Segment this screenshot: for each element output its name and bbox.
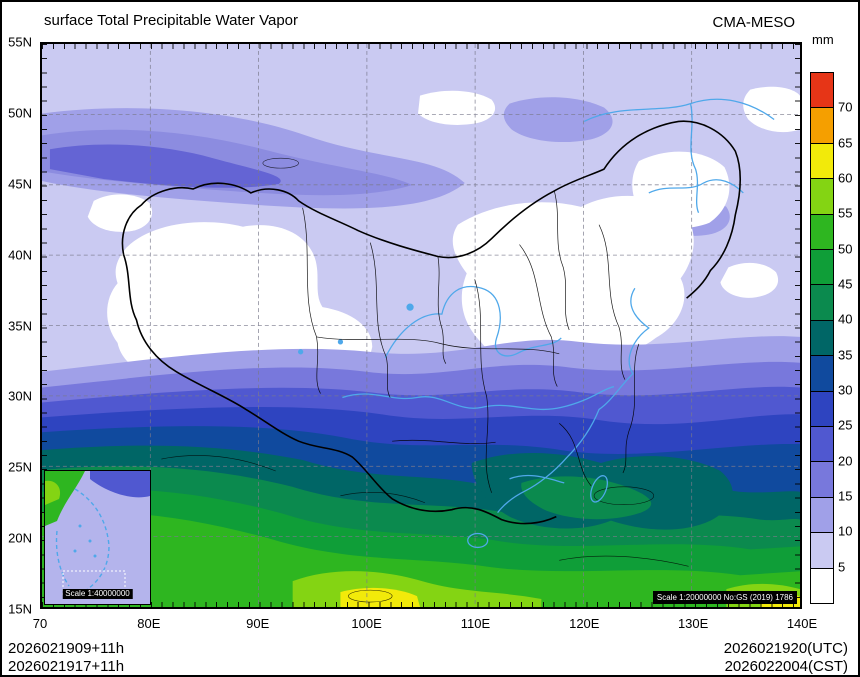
nine-dash-line — [55, 488, 110, 592]
lat-tick-label: 15N — [8, 601, 32, 617]
lat-tick-label: 30N — [8, 388, 32, 404]
colorbar-cell — [811, 179, 833, 215]
inset-scale-label: Scale 1:40000000 — [62, 589, 133, 599]
graticule — [42, 44, 800, 607]
lat-tick-label: 50N — [8, 105, 32, 121]
lon-tick-label: 130E — [677, 616, 709, 631]
colorbar-tick-label: 25 — [838, 417, 853, 433]
lat-tick-label: 55N — [8, 34, 32, 50]
rivers-and-coastline — [297, 98, 775, 549]
lat-tick-label: 20N — [8, 530, 32, 546]
lat-tick-label: 25N — [8, 459, 32, 475]
page-title: surface Total Precipitable Water Vapor — [44, 12, 299, 29]
lon-tick-label: 90E — [246, 616, 270, 631]
colorbar-tick-label: 55 — [838, 205, 853, 221]
colorbar-cell — [811, 214, 833, 251]
contour-lines — [161, 157, 689, 603]
footer-init-times: 2026021909+11h 2026021917+11h — [8, 640, 125, 675]
colorbar-cell — [811, 73, 833, 109]
inset-islands — [73, 524, 97, 558]
colorbar-cell — [811, 320, 833, 357]
map-plot-area: Scale 1:40000000 Scale 1:20000000 No:GS … — [40, 42, 802, 609]
colorbar-tick-label: 35 — [838, 347, 853, 363]
model-name: CMA-MESO — [712, 14, 796, 31]
lat-tick-label: 45N — [8, 176, 32, 192]
colorbar-tick-label: 45 — [838, 276, 853, 292]
colorbar-tick-label: 65 — [838, 135, 853, 151]
valid-time-utc: 2026021920(UTC) — [723, 640, 848, 657]
colorbar-tick-label: 10 — [838, 523, 853, 539]
footer-valid-times: 2026021920(UTC) 2026022004(CST) — [723, 640, 848, 675]
colorbar-cells — [810, 72, 834, 604]
colorbar-tick-label: 20 — [838, 453, 853, 469]
colorbar-cell — [811, 356, 833, 392]
colorbar-cell — [811, 391, 833, 428]
south-moisture-bands — [42, 336, 800, 607]
colorbar-cell — [811, 497, 833, 534]
china-pwv-map — [42, 44, 800, 607]
latitude-axis: 55N 50N 45N 40N 35N 30N 25N 20N 15N — [2, 35, 36, 617]
national-boundary — [121, 120, 742, 525]
lon-tick-label: 100E — [351, 616, 382, 631]
colorbar-cell — [811, 533, 833, 569]
lat-tick-label: 35N — [8, 318, 32, 333]
lon-tick-label: 80E — [137, 616, 161, 631]
north-moisture-band — [42, 97, 730, 236]
colorbar-tick-label: 50 — [838, 241, 853, 257]
colorbar-unit-label: mm — [812, 32, 834, 47]
lat-tick-label: 40N — [8, 247, 32, 263]
colorbar-cell — [811, 143, 833, 180]
colorbar-cell — [811, 250, 833, 286]
map-scale-note: Scale 1:20000000 No:GS (2019) 1786 — [652, 591, 797, 604]
init-time-line1: 2026021909+11h — [8, 640, 125, 657]
lon-tick-label: 120E — [569, 616, 600, 631]
colorbar-tick-label: 40 — [838, 311, 853, 327]
colorbar-cell — [811, 427, 833, 463]
init-time-line2: 2026021917+11h — [8, 658, 125, 675]
colorbar-tick-label: 60 — [838, 170, 853, 186]
colorbar-tick-label: 30 — [838, 382, 853, 398]
colorbar-cell — [811, 462, 833, 498]
lon-tick-label: 110E — [460, 616, 491, 631]
colorbar-cell — [811, 108, 833, 144]
longitude-axis: 70 80E 90E 100E 110E 120E 130E 140E — [33, 614, 817, 632]
colorbar-tick-label: 15 — [838, 488, 853, 504]
colorbar-tick-label: 70 — [838, 99, 853, 115]
colorbar: mm 70 65 60 55 50 45 40 35 30 25 20 15 10 5 — [808, 32, 858, 622]
south-china-sea-inset: Scale 1:40000000 — [44, 470, 151, 605]
colorbar-tick-labels: 70 65 60 55 50 45 40 35 30 25 20 15 10 5 — [838, 72, 858, 602]
valid-time-cst: 2026022004(CST) — [724, 658, 848, 675]
province-boundaries — [302, 190, 640, 493]
colorbar-cell — [811, 568, 833, 604]
lon-tick-label: 70 — [32, 616, 48, 631]
inset-map — [45, 471, 150, 604]
lon-tick-label: 140E — [786, 616, 818, 631]
colorbar-tick-label: 5 — [838, 559, 846, 575]
colorbar-cell — [811, 285, 833, 321]
